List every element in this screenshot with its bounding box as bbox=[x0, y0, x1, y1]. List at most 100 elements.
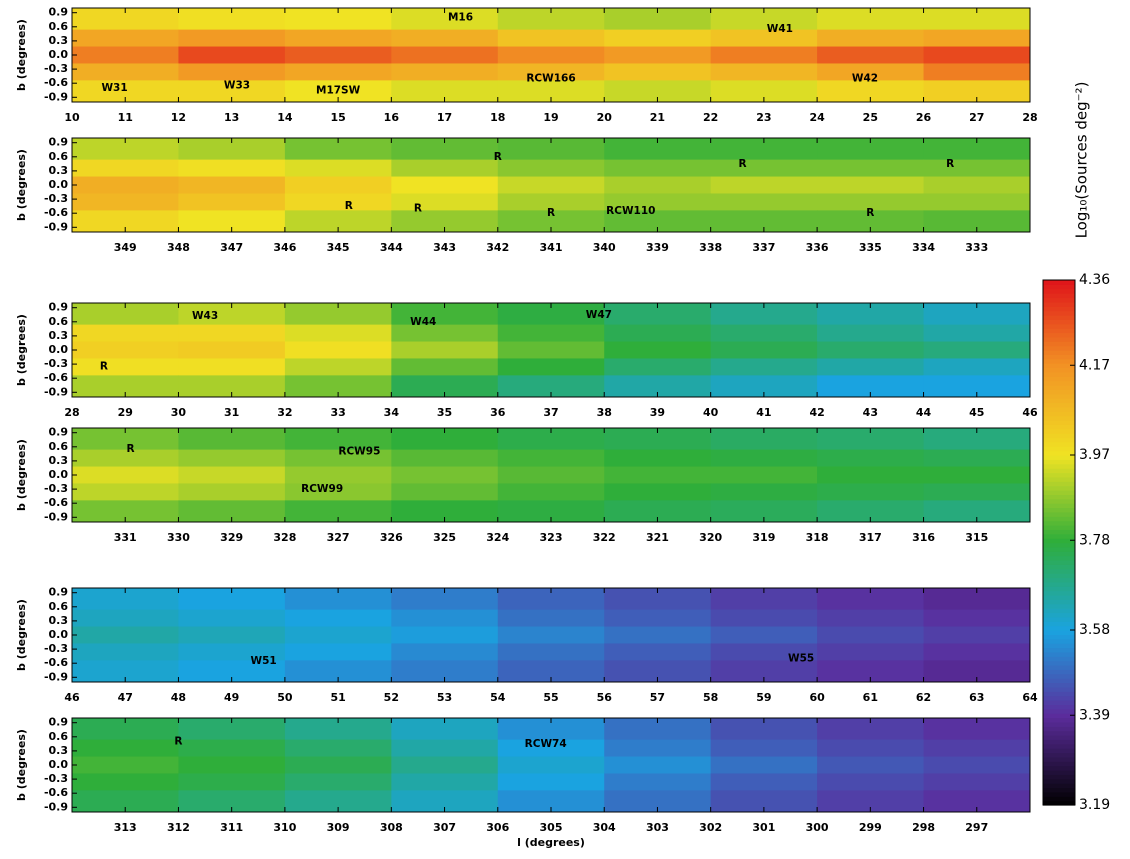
heatmap-cell bbox=[923, 483, 1031, 501]
annotation: W55 bbox=[788, 653, 814, 665]
x-tick-label: 298 bbox=[912, 821, 935, 834]
heatmap-cell bbox=[710, 80, 818, 103]
x-tick-label: 49 bbox=[224, 691, 239, 704]
x-tick-label: 299 bbox=[859, 821, 882, 834]
colorbar-segment bbox=[1043, 446, 1075, 452]
heatmap-cell bbox=[178, 756, 286, 774]
colorbar-segment bbox=[1043, 656, 1075, 662]
x-tick-label: 46 bbox=[1022, 406, 1038, 419]
x-tick-label: 317 bbox=[859, 531, 882, 544]
y-tick-label: -0.9 bbox=[44, 220, 68, 233]
annotation: W43 bbox=[192, 310, 218, 322]
heatmap-cell bbox=[178, 324, 286, 343]
x-tick-label: 340 bbox=[593, 241, 616, 254]
x-tick-label: 302 bbox=[699, 821, 722, 834]
x-tick-label: 328 bbox=[273, 531, 296, 544]
x-tick-label: 327 bbox=[327, 531, 350, 544]
heatmap-cell bbox=[178, 483, 286, 501]
heatmap-cell bbox=[284, 138, 392, 161]
x-tick-label: 36 bbox=[490, 406, 506, 419]
heatmap-cell bbox=[391, 46, 499, 64]
x-tick-label: 58 bbox=[703, 691, 718, 704]
colorbar-segment bbox=[1043, 468, 1075, 474]
heatmap-cell bbox=[604, 138, 712, 161]
heatmap-cell bbox=[284, 375, 392, 398]
annotation: R bbox=[494, 151, 502, 163]
x-tick-label: 310 bbox=[273, 821, 296, 834]
colorbar-segment bbox=[1043, 424, 1075, 430]
heatmap-cell bbox=[817, 449, 925, 468]
colorbar-segment bbox=[1043, 542, 1075, 548]
x-tick-label: 297 bbox=[965, 821, 988, 834]
heatmap-cell bbox=[178, 626, 286, 644]
x-tick-label: 330 bbox=[167, 531, 190, 544]
heatmap-cell bbox=[710, 449, 818, 468]
x-tick-label: 33 bbox=[330, 406, 345, 419]
heatmap-cell bbox=[391, 375, 499, 398]
heatmap-cell bbox=[391, 138, 499, 161]
x-tick-label: 301 bbox=[752, 821, 775, 834]
heatmap-cell bbox=[178, 466, 286, 484]
y-tick-label: 0.9 bbox=[49, 6, 69, 19]
heatmap-cell bbox=[497, 483, 605, 501]
heatmap-cell bbox=[923, 609, 1031, 628]
x-tick-label: 44 bbox=[916, 406, 932, 419]
heatmap-cell bbox=[72, 176, 179, 194]
colorbar-segment bbox=[1043, 669, 1075, 675]
annotation: R bbox=[126, 443, 134, 455]
colorbar-segment bbox=[1043, 350, 1075, 355]
annotation: R bbox=[100, 360, 108, 372]
heatmap-cell bbox=[497, 63, 605, 81]
heatmap-cell bbox=[604, 8, 712, 31]
colorbar-segment bbox=[1043, 791, 1075, 797]
heatmap-cell bbox=[391, 466, 499, 484]
colorbar-segment bbox=[1043, 520, 1075, 526]
colorbar-segment bbox=[1043, 735, 1075, 740]
x-tick-label: 339 bbox=[646, 241, 669, 254]
y-axis-label: b (degrees) bbox=[15, 149, 28, 221]
heatmap-cell bbox=[72, 80, 179, 103]
heatmap-cell bbox=[817, 588, 925, 611]
heatmap-cell bbox=[391, 8, 499, 31]
y-tick-label: 0.9 bbox=[49, 586, 69, 599]
annotation: W41 bbox=[767, 23, 793, 35]
heatmap-cell bbox=[604, 358, 712, 376]
colorbar-segment bbox=[1043, 638, 1075, 644]
heatmap-cell bbox=[710, 609, 818, 628]
colorbar-segment bbox=[1043, 315, 1075, 320]
x-tick-label: 326 bbox=[380, 531, 403, 544]
heatmap-cell bbox=[497, 626, 605, 644]
x-tick-label: 37 bbox=[543, 406, 558, 419]
colorbar-segment bbox=[1043, 433, 1075, 439]
heatmap-cell bbox=[178, 449, 286, 468]
heatmap-cell bbox=[72, 159, 179, 178]
heatmap-cell bbox=[72, 449, 179, 468]
heatmap-cell bbox=[72, 138, 179, 161]
colorbar-segment bbox=[1043, 726, 1075, 732]
colorbar-segment bbox=[1043, 363, 1075, 369]
colorbar-tick-label: 3.97 bbox=[1079, 447, 1110, 463]
x-tick-label: 23 bbox=[756, 111, 771, 124]
heatmap-cell bbox=[497, 159, 605, 178]
y-tick-label: -0.3 bbox=[44, 482, 68, 495]
x-tick-label: 304 bbox=[593, 821, 616, 834]
x-tick-label: 64 bbox=[1022, 691, 1038, 704]
colorbar-segment bbox=[1043, 494, 1075, 500]
heatmap-cell bbox=[391, 773, 499, 791]
colorbar-segment bbox=[1043, 695, 1075, 701]
heatmap-cell bbox=[923, 588, 1031, 611]
heatmap-cell bbox=[710, 176, 818, 194]
x-tick-label: 335 bbox=[859, 241, 882, 254]
x-tick-label: 56 bbox=[597, 691, 613, 704]
y-axis-label: b (degrees) bbox=[15, 439, 28, 511]
heatmap-cell bbox=[604, 739, 712, 758]
colorbar-segment bbox=[1043, 503, 1075, 509]
x-tick-label: 341 bbox=[540, 241, 563, 254]
colorbar-label: Log₁₀(Sources deg⁻²) bbox=[1073, 82, 1091, 239]
heatmap-cell bbox=[497, 324, 605, 343]
y-tick-label: 0.0 bbox=[49, 343, 69, 356]
colorbar-segment bbox=[1043, 608, 1075, 614]
colorbar-segment bbox=[1043, 367, 1075, 373]
heatmap-cell bbox=[817, 483, 925, 501]
colorbar-segment bbox=[1043, 385, 1075, 390]
